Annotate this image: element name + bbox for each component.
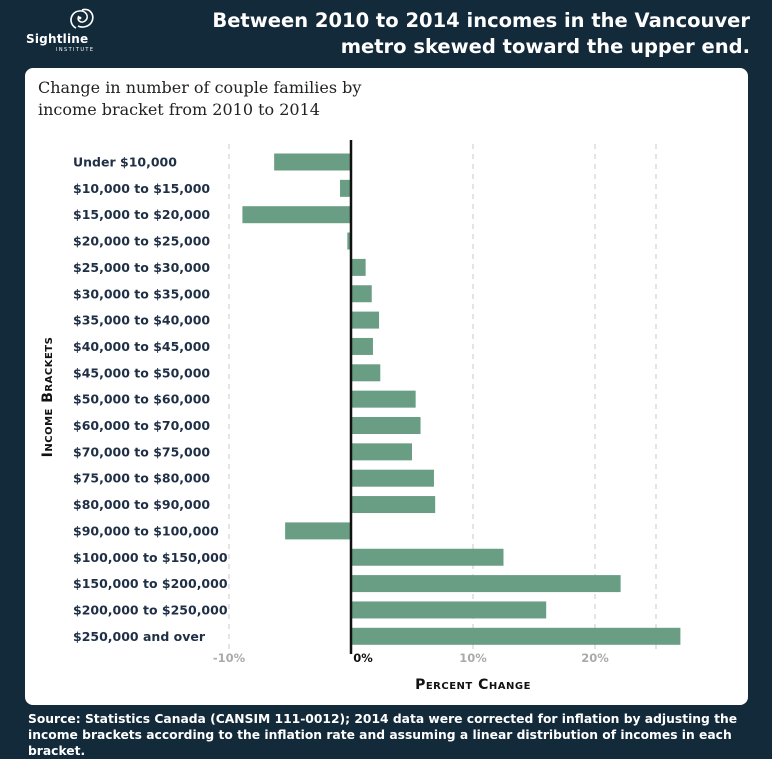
bar xyxy=(347,232,351,250)
category-label: $60,000 to $70,000 xyxy=(73,418,210,433)
bar xyxy=(351,496,436,514)
page-headline: Between 2010 to 2014 incomes in the Vanc… xyxy=(130,8,750,60)
bar xyxy=(351,469,434,487)
category-label: $90,000 to $100,000 xyxy=(73,523,219,538)
x-tick-label: -10% xyxy=(213,651,246,665)
bar xyxy=(351,443,412,461)
bar xyxy=(351,627,681,645)
category-label: $50,000 to $60,000 xyxy=(73,392,210,407)
category-label: $250,000 and over xyxy=(73,629,206,644)
bar-chart: Under $10,000 $10,000 to $15,000 $15,000 t… xyxy=(40,140,681,693)
category-label: $25,000 to $30,000 xyxy=(73,260,210,275)
sightline-logo[interactable]: Sightline INSTITUTE xyxy=(22,6,102,53)
category-label: $15,000 to $20,000 xyxy=(73,207,210,222)
x-tick-label: 10% xyxy=(459,651,487,665)
chart-panel: Change in number of couple families by i… xyxy=(25,68,748,705)
category-label: Under $10,000 xyxy=(73,155,177,170)
source-note: Source: Statistics Canada (CANSIM 111-00… xyxy=(28,712,738,758)
category-label: $10,000 to $15,000 xyxy=(73,181,210,196)
bar xyxy=(340,179,351,197)
bar xyxy=(351,390,416,408)
chart-title: Change in number of couple families by i… xyxy=(38,78,362,119)
bar xyxy=(351,337,373,355)
logo-subtitle: INSTITUTE xyxy=(56,47,95,53)
sightline-swirl-logo-icon xyxy=(70,8,94,29)
bar xyxy=(351,417,421,434)
x-axis-title: Percent Change xyxy=(415,677,531,693)
headline-line-2: metro skewed toward the upper end. xyxy=(340,35,750,58)
category-label: $40,000 to $45,000 xyxy=(73,339,210,354)
category-label: $75,000 to $80,000 xyxy=(73,471,210,486)
category-label: $35,000 to $40,000 xyxy=(73,313,210,328)
category-label: $200,000 to $250,000 xyxy=(73,602,228,617)
bar xyxy=(351,285,372,303)
x-tick-label: 20% xyxy=(581,651,609,665)
header-bar: Sightline INSTITUTE Between 2010 to 2014… xyxy=(0,0,772,68)
category-label: $80,000 to $90,000 xyxy=(73,497,210,512)
bar xyxy=(285,522,351,540)
logo-name: Sightline xyxy=(26,32,89,46)
bar xyxy=(351,548,504,566)
category-label: $20,000 to $25,000 xyxy=(73,234,210,249)
category-label: $70,000 to $75,000 xyxy=(73,444,210,459)
bar xyxy=(351,601,547,619)
bar xyxy=(242,206,351,224)
bar xyxy=(351,311,380,329)
category-label: $45,000 to $50,000 xyxy=(73,365,210,380)
category-label: $100,000 to $150,000 xyxy=(73,550,228,565)
bar xyxy=(351,258,366,276)
headline-line-1: Between 2010 to 2014 incomes in the Vanc… xyxy=(212,9,750,32)
x-tick-label: 0% xyxy=(353,651,373,665)
bar xyxy=(274,153,351,171)
bar xyxy=(351,575,621,593)
y-axis-title: Income Brackets xyxy=(40,337,56,458)
category-label: $150,000 to $200,000 xyxy=(73,576,228,591)
bar xyxy=(351,364,381,382)
category-label: $30,000 to $35,000 xyxy=(73,286,210,301)
